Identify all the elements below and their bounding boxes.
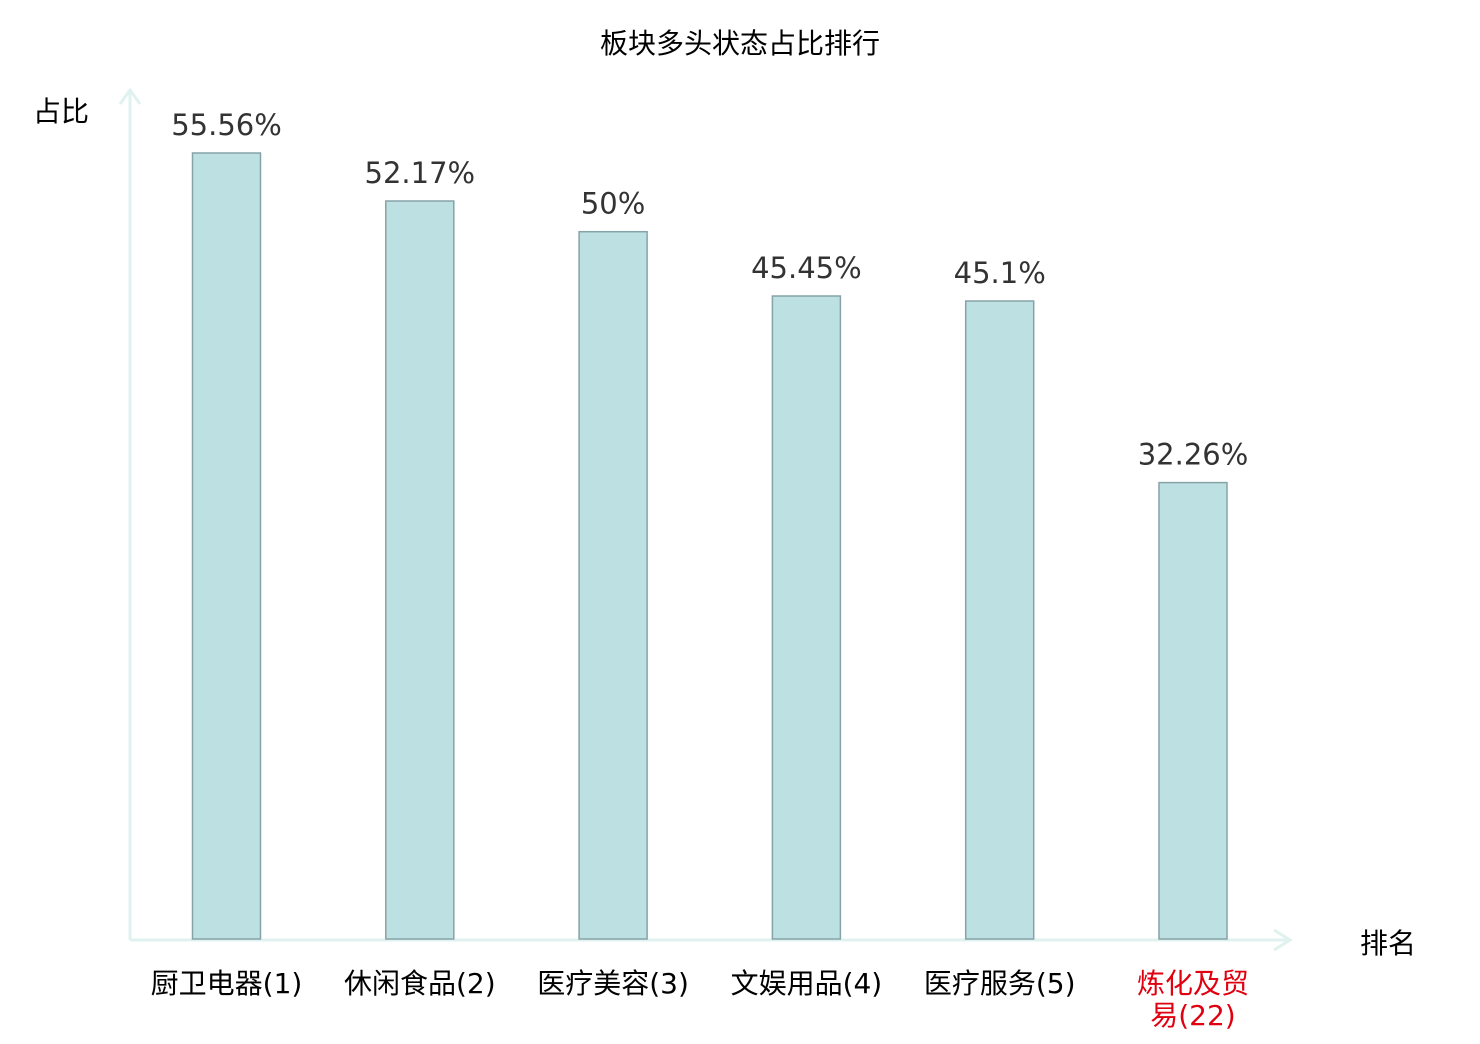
- category-label-4: 文娱用品(4): [731, 967, 883, 1000]
- category-label-5: 医疗服务(5): [924, 967, 1076, 1000]
- axes: [118, 87, 1293, 952]
- value-label-1: 55.56%: [171, 108, 282, 142]
- value-label-2: 52.17%: [365, 156, 476, 190]
- value-label-3: 50%: [581, 187, 645, 221]
- y-axis-label: 占比: [33, 95, 89, 128]
- category-label-2: 休闲食品(2): [344, 967, 496, 1000]
- x-axis-label: 排名: [1360, 927, 1416, 960]
- chart-title: 板块多头状态占比排行: [600, 27, 880, 60]
- x-axis-arrow: [1273, 928, 1293, 952]
- value-label-4: 45.45%: [751, 251, 862, 285]
- category-label-3: 医疗美容(3): [537, 967, 689, 1000]
- y-axis-arrow: [118, 87, 142, 105]
- category-labels-group: 厨卫电器(1) 休闲食品(2) 医疗美容(3) 文娱用品(4) 医疗服务(5) 炼化及贸易…: [151, 967, 1249, 1032]
- bar-5: [964, 300, 1035, 940]
- value-label-5: 45.1%: [954, 256, 1046, 290]
- value-labels-group: 55.56% 52.17% 50% 45.45% 45.1% 32.26%: [171, 108, 1248, 472]
- bar-3: [578, 230, 648, 940]
- bar-1: [191, 152, 262, 940]
- bars-group: [191, 152, 1228, 940]
- value-label-6: 32.26%: [1138, 438, 1249, 472]
- category-label-1: 厨卫电器(1): [151, 967, 303, 1000]
- bar-2: [385, 200, 455, 940]
- bar-6: [1158, 481, 1228, 940]
- category-label-6: 炼化及贸易(22): [1137, 967, 1249, 1032]
- bar-4: [771, 295, 842, 940]
